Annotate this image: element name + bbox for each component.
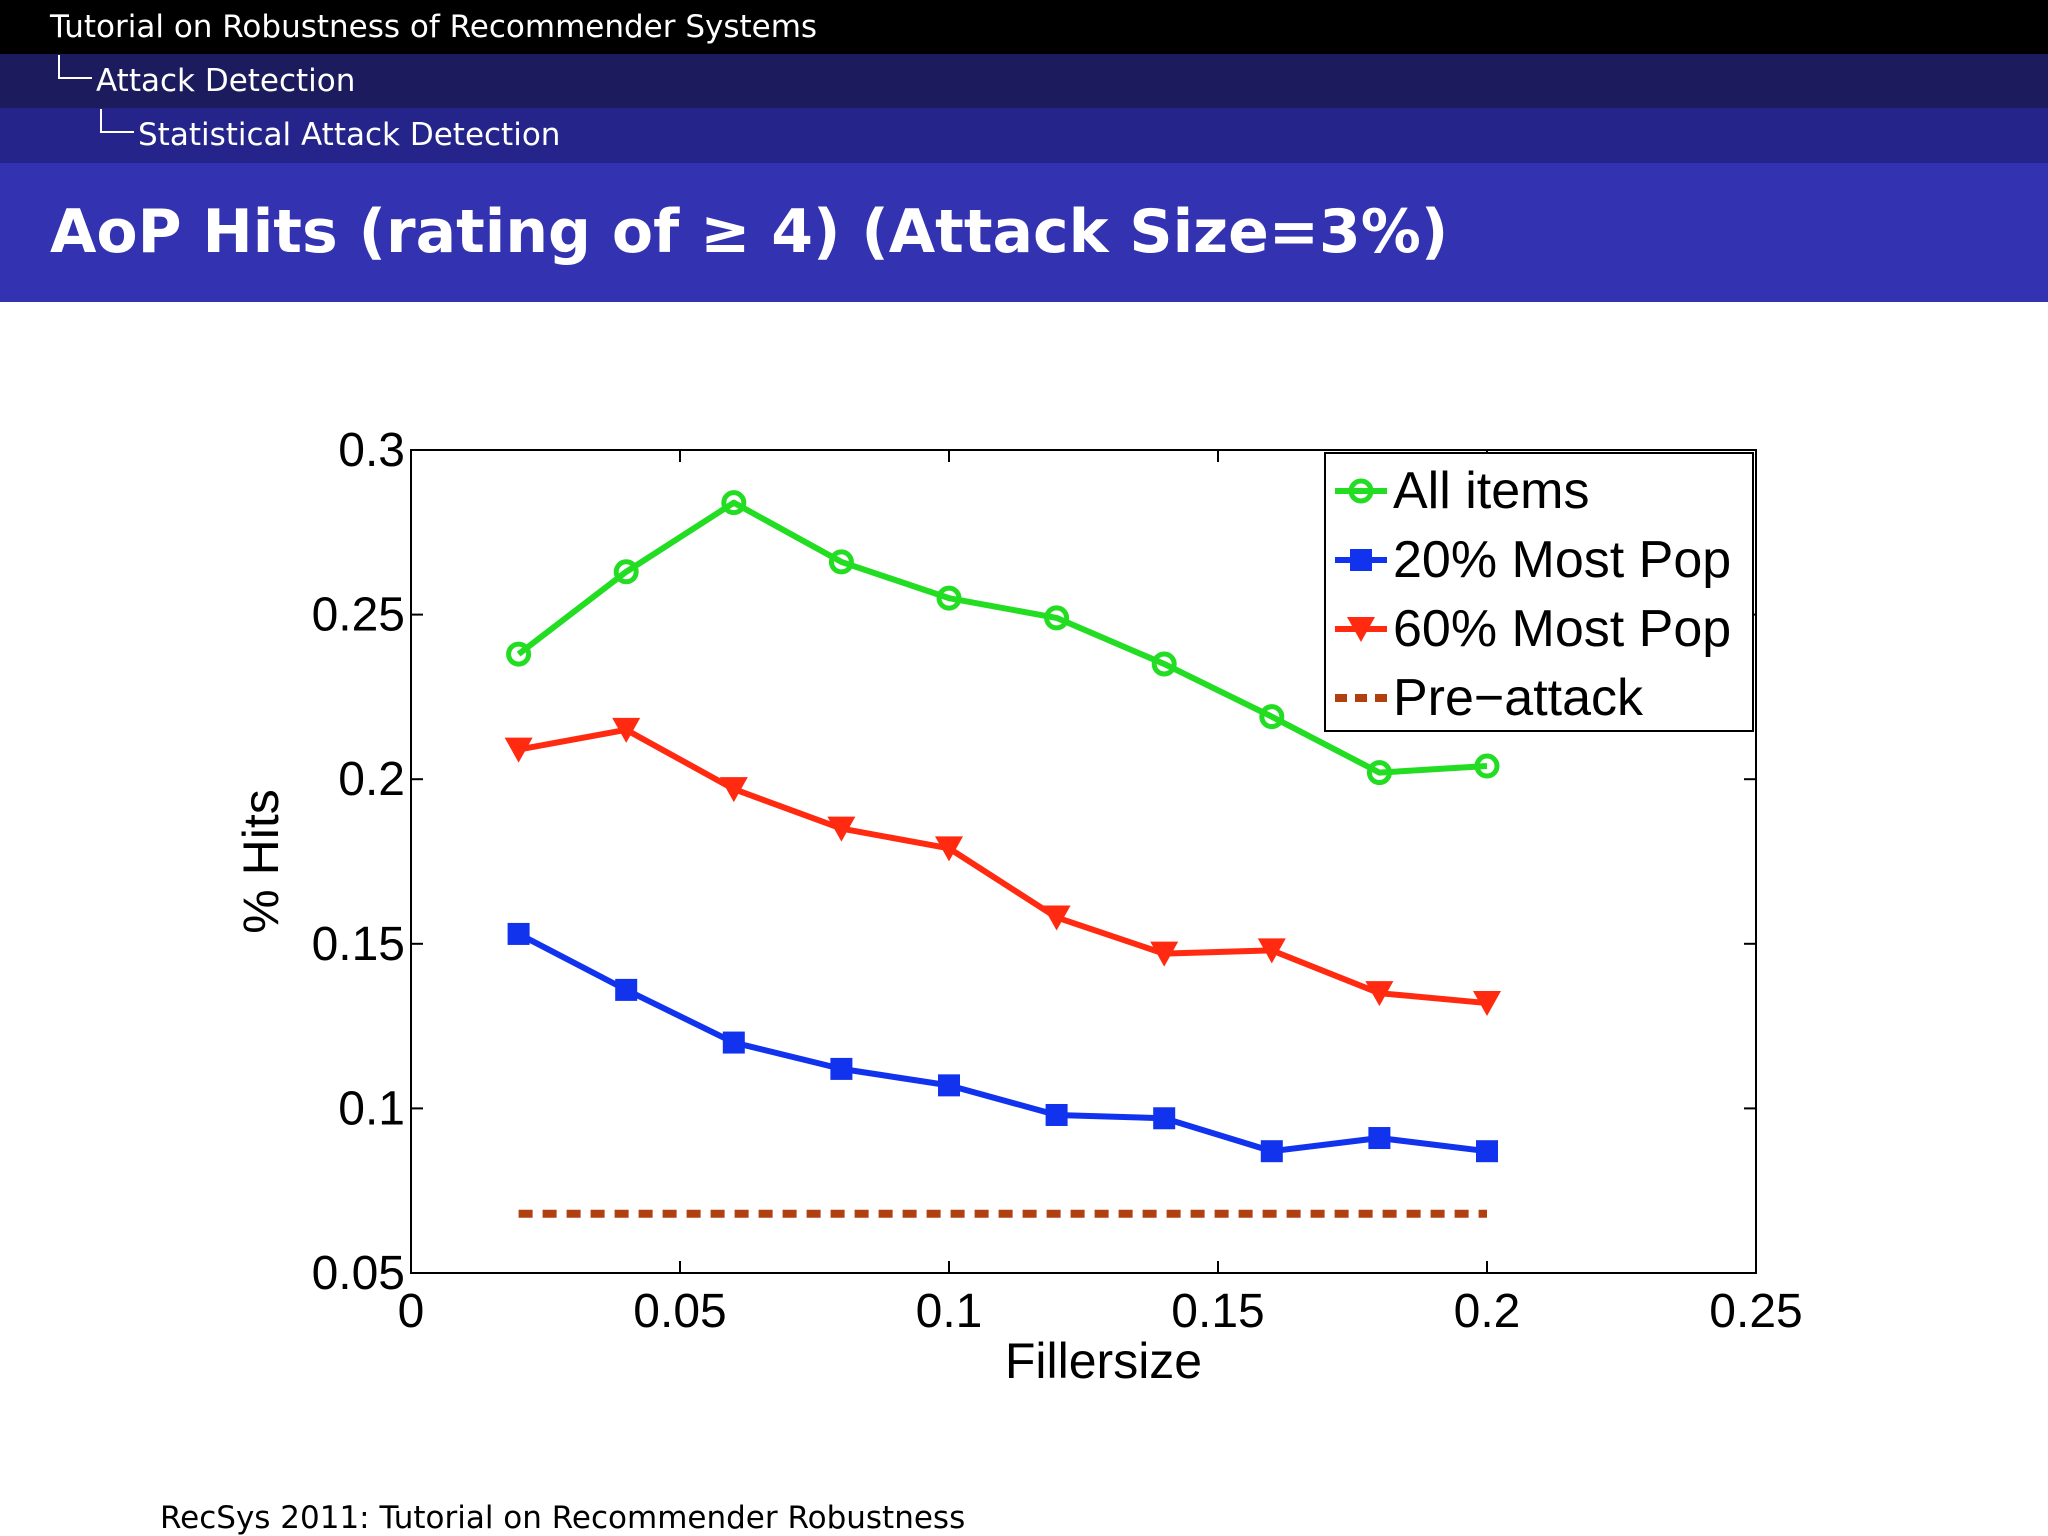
legend-label-2: 60% Most Pop	[1393, 600, 1731, 658]
data-point-s0-9	[1474, 753, 1500, 779]
data-point-s2-0	[504, 737, 533, 763]
data-point-s1-2	[722, 1031, 745, 1054]
data-point-s0-5	[1044, 605, 1070, 631]
footer-text: RecSys 2011: Tutorial on Recommender Rob…	[160, 1500, 966, 1536]
data-point-s2-7	[1257, 938, 1286, 964]
x-tick-label: 0.15	[1171, 1285, 1264, 1338]
breadcrumb-level-1: Tutorial on Robustness of Recommender Sy…	[0, 0, 2048, 54]
breadcrumb-level-3: Statistical Attack Detection	[0, 108, 2048, 163]
legend-marker-1	[1350, 549, 1372, 571]
y-tick-label: 0.15	[312, 918, 405, 971]
y-axis-label: % Hits	[233, 789, 289, 933]
tree-elbow-icon	[100, 109, 134, 133]
data-point-s1-0	[507, 922, 530, 945]
data-point-s2-8	[1365, 981, 1394, 1007]
data-point-s1-5	[1045, 1103, 1068, 1126]
data-point-s0-1	[613, 559, 639, 585]
data-point-s1-7	[1260, 1140, 1283, 1163]
data-point-s0-8	[1366, 760, 1392, 786]
x-tick-label: 0.25	[1709, 1285, 1802, 1338]
data-point-s0-0	[506, 641, 532, 667]
plot-frame	[410, 449, 1757, 1274]
slide-title-bar: AoP Hits (rating of ≥ 4) (Attack Size=3%…	[0, 163, 2048, 302]
x-tick-label: 0	[398, 1285, 425, 1338]
plot-layer: 0 0.05 0.1 0.15 0.2 0.250.050.10.150.20.250.3…	[233, 424, 1803, 1389]
x-tick-label: 0.2	[1454, 1285, 1521, 1338]
data-point-s1-8	[1368, 1127, 1391, 1150]
data-point-s0-6	[1151, 651, 1177, 677]
data-point-s1-3	[830, 1057, 853, 1080]
y-tick-label: 0.3	[338, 424, 405, 477]
line-chart: 0 0.05 0.1 0.15 0.2 0.250.050.10.150.20.250.3…	[233, 424, 1803, 1389]
legend-marker-0	[1348, 478, 1374, 504]
data-point-s2-4	[935, 836, 963, 862]
legend-label-1: 20% Most Pop	[1393, 531, 1731, 589]
data-point-s2-5	[1042, 905, 1071, 931]
x-tick-label: 0.05	[633, 1285, 726, 1338]
data-point-s1-1	[615, 978, 638, 1001]
series-line-0	[516, 499, 1488, 776]
breadcrumb-level-2: Attack Detection	[0, 54, 2048, 108]
tree-elbow-icon	[58, 55, 92, 79]
data-point-s2-9	[1473, 991, 1501, 1017]
legend-box	[1324, 452, 1754, 732]
data-point-s2-6	[1150, 941, 1179, 967]
y-tick-label: 0.2	[338, 753, 405, 806]
y-tick-label: 0.05	[312, 1247, 405, 1300]
legend-marker-2	[1347, 617, 1375, 642]
slide-title: AoP Hits (rating of ≥ 4) (Attack Size=3%…	[50, 197, 1449, 267]
breadcrumb-text-2: Attack Detection	[96, 63, 356, 99]
data-point-s1-9	[1476, 1140, 1498, 1163]
data-point-s0-2	[721, 490, 747, 516]
data-point-s2-2	[719, 777, 748, 803]
series-line-1	[517, 931, 1488, 1155]
data-point-s0-4	[936, 585, 962, 611]
data-point-s0-7	[1259, 704, 1285, 730]
series-line-2	[518, 726, 1488, 1007]
data-point-s2-3	[827, 816, 856, 842]
breadcrumb-text-3: Statistical Attack Detection	[138, 117, 561, 153]
breadcrumb-text-1: Tutorial on Robustness of Recommender Sy…	[50, 9, 818, 45]
y-tick-label: 0.1	[338, 1082, 405, 1135]
legend-label-3: Pre−attack	[1393, 669, 1644, 727]
data-point-s0-3	[828, 549, 854, 575]
data-point-s1-6	[1153, 1107, 1176, 1130]
data-point-s2-1	[612, 717, 641, 743]
y-tick-label: 0.25	[312, 589, 405, 642]
x-tick-label: 0.1	[916, 1285, 983, 1338]
data-point-s1-4	[938, 1074, 960, 1097]
x-axis-label: Fillersize	[1005, 1333, 1202, 1389]
legend-label-0: All items	[1393, 462, 1589, 520]
